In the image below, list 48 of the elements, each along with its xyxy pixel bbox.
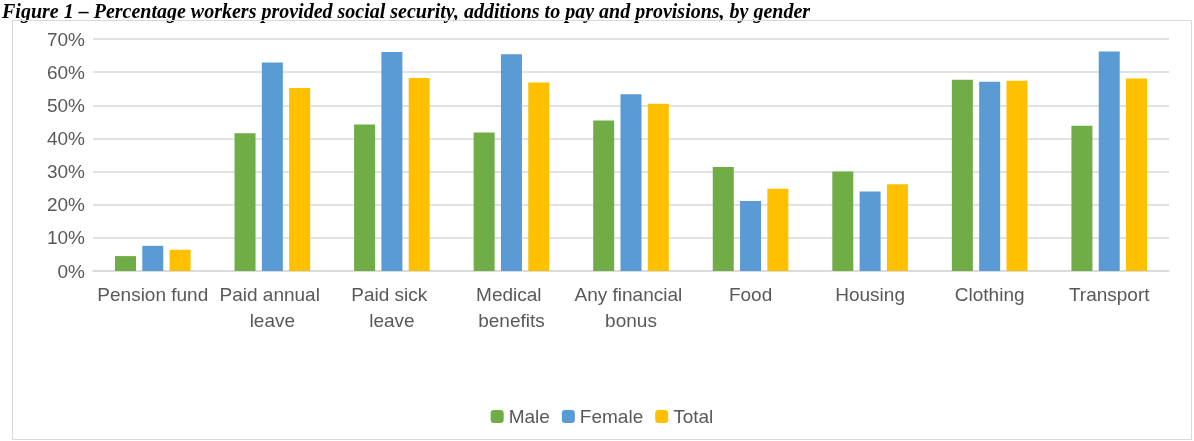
x-tick-label: Clothing <box>954 283 1025 305</box>
bar <box>381 51 403 271</box>
x-tick-label: Pension fund <box>97 283 209 305</box>
y-tick-label: 0% <box>57 260 86 282</box>
x-tick-label: Any financial bonus <box>574 283 688 331</box>
legend-label: Female <box>579 406 644 427</box>
bar <box>408 78 430 271</box>
bar <box>1071 125 1093 271</box>
x-tick-label: Paid sick leave <box>351 283 433 331</box>
bar <box>593 120 615 271</box>
legend-label: Total <box>673 406 714 427</box>
bar <box>1006 80 1028 271</box>
bar <box>1126 78 1148 271</box>
bar <box>142 245 164 271</box>
bar <box>234 133 256 271</box>
bar <box>832 171 854 271</box>
y-tick-label: 70% <box>46 28 86 50</box>
y-tick-label: 60% <box>46 61 86 83</box>
y-tick-label: 10% <box>46 227 86 249</box>
bar <box>261 62 283 271</box>
legend-label: Male <box>508 406 550 427</box>
bar <box>979 81 1001 271</box>
x-tick-label: Medical benefits <box>476 283 547 331</box>
bar <box>712 166 734 271</box>
bar <box>1098 51 1120 271</box>
bar <box>859 191 881 271</box>
x-tick-label: Paid annual leave <box>219 283 326 331</box>
chart-title: Figure 1 – Percentage workers provided social security, additions to pay and provisions, by gender <box>2 0 812 23</box>
x-tick-label: Housing <box>835 283 905 305</box>
bar <box>354 124 376 271</box>
bar <box>951 79 973 271</box>
bar <box>740 201 762 271</box>
bar <box>886 184 908 271</box>
y-tick-label: 40% <box>46 127 86 149</box>
x-tick-label: Food <box>728 283 773 305</box>
bar <box>114 256 136 271</box>
bar <box>767 188 789 271</box>
y-tick-label: 30% <box>46 161 86 183</box>
bar <box>500 54 522 271</box>
y-tick-label: 50% <box>46 94 86 116</box>
bar <box>473 132 495 271</box>
x-tick-label: Transport <box>1068 283 1151 305</box>
bar <box>169 249 191 271</box>
bar <box>647 103 669 271</box>
bar <box>620 94 642 271</box>
bar <box>528 82 550 271</box>
y-tick-label: 20% <box>46 194 86 216</box>
bar <box>289 88 311 271</box>
